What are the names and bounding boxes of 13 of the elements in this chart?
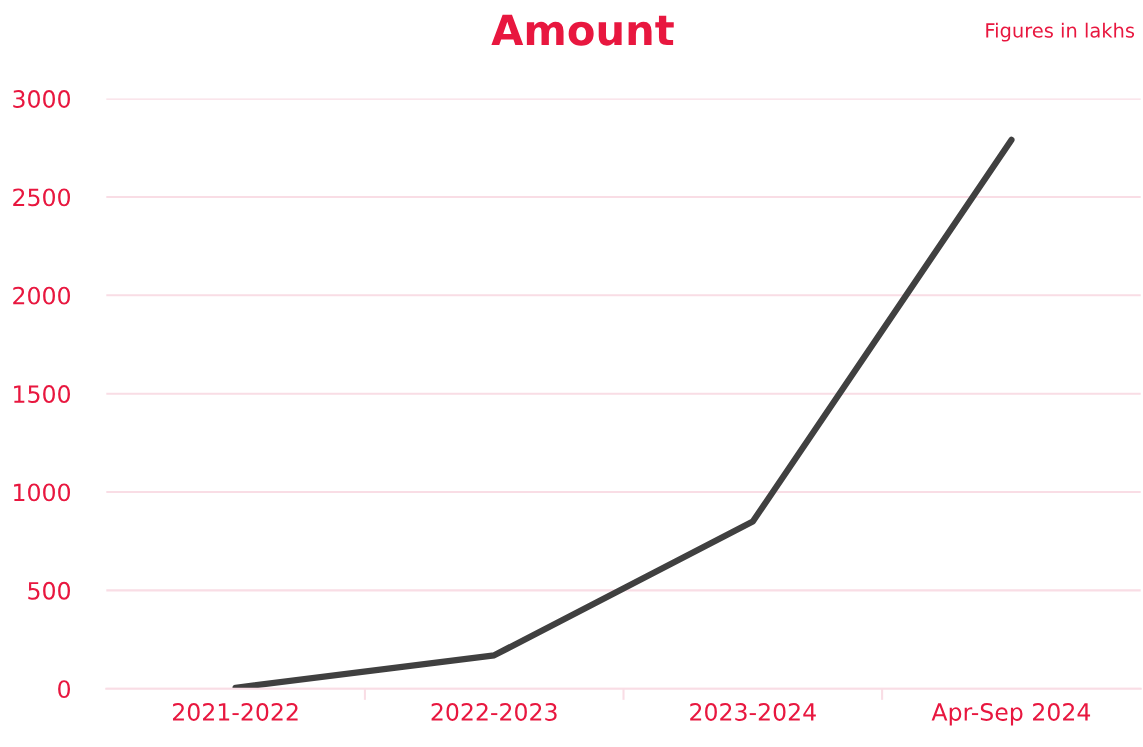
- y-tick-label: 0: [58, 680, 71, 699]
- y-tick-label: 3000: [13, 90, 71, 108]
- y-tick-label: 1000: [14, 483, 71, 502]
- chart-title: Amount: [491, 14, 674, 46]
- y-tick-label: 500: [28, 581, 71, 600]
- x-tick-label: Apr-Sep 2024: [931, 703, 1091, 726]
- x-tick-label: 2023-2024: [690, 703, 816, 721]
- y-tick-label: 2000: [13, 286, 71, 305]
- text: Figures in lakhs: [986, 22, 1135, 42]
- y-tick-label: 1500: [14, 385, 71, 403]
- x-tick-label: 2022-2023: [431, 703, 557, 721]
- x-tick-label: 2021-2022: [172, 703, 298, 721]
- y-tick-label: 2500: [13, 188, 71, 207]
